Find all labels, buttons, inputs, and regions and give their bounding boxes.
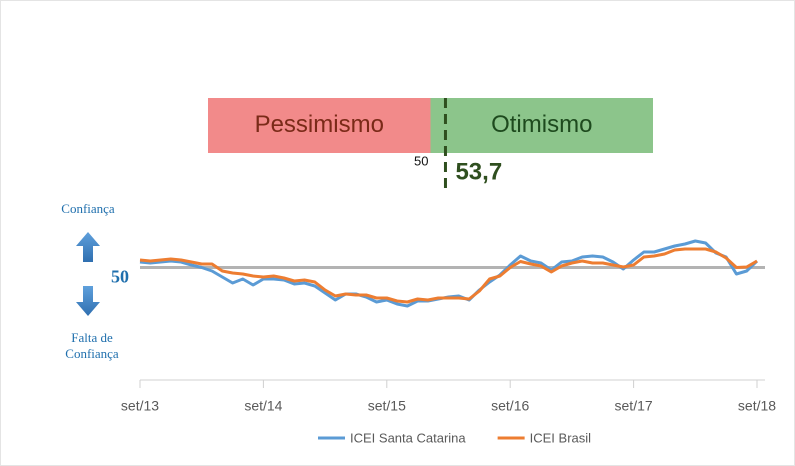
optimism-box	[430, 98, 653, 153]
x-tick-label: set/15	[368, 398, 406, 414]
annotation-high: Confiança	[61, 201, 115, 216]
arrow-up	[76, 232, 100, 262]
annotation-low: Falta de	[71, 330, 113, 345]
x-tick-label: set/17	[615, 398, 653, 414]
y-tick-label: 50	[111, 267, 129, 287]
pessimism-label: Pessimismo	[255, 111, 384, 138]
x-tick-label: set/16	[491, 398, 529, 414]
x-tick-label: set/14	[244, 398, 282, 414]
threshold-label: 50	[414, 153, 428, 168]
value-label: 53,7	[455, 158, 502, 185]
annotation-low: Confiança	[65, 346, 119, 361]
legend-label: ICEI Brasil	[530, 430, 592, 445]
series-line	[139, 247, 758, 304]
pessimism-box	[208, 98, 431, 153]
optimism-label: Otimismo	[491, 111, 592, 138]
x-tick-label: set/18	[738, 398, 776, 414]
legend-label: ICEI Santa Catarina	[350, 430, 466, 445]
x-tick-label: set/13	[121, 398, 159, 414]
arrow-down	[76, 286, 100, 316]
